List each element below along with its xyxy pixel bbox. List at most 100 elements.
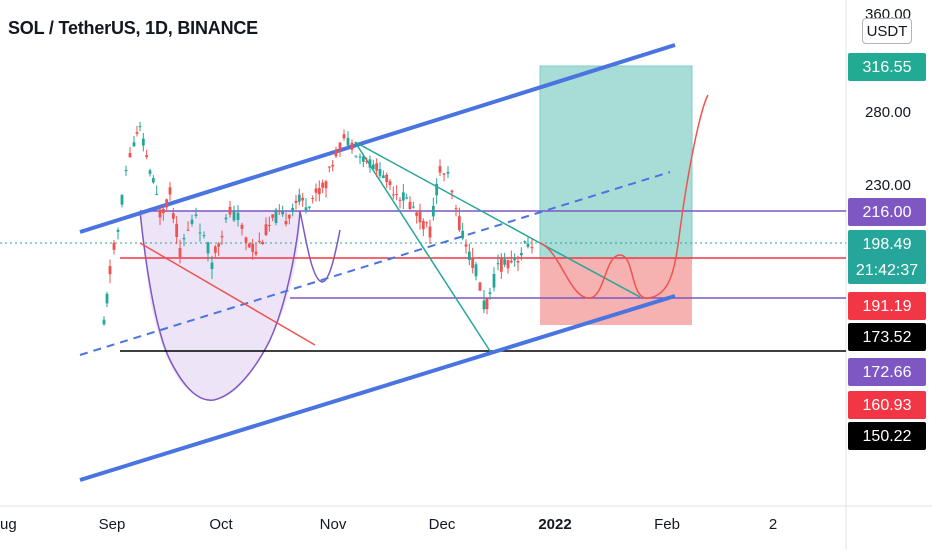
- price-label-box: [848, 292, 926, 320]
- candle-body: [450, 190, 454, 193]
- candle-body: [516, 261, 520, 263]
- candle-body: [155, 194, 159, 196]
- candle-body: [267, 224, 271, 226]
- candle-body: [365, 160, 369, 163]
- candle-body: [503, 259, 507, 265]
- candle-body: [281, 210, 285, 215]
- candle-body: [378, 168, 382, 176]
- price-label-box: [848, 391, 926, 419]
- candle-body: [294, 200, 298, 203]
- candle-body: [454, 208, 458, 210]
- candle-body: [324, 181, 328, 189]
- candle-body: [116, 229, 120, 232]
- candle-body: [415, 212, 419, 216]
- candle-body: [105, 293, 109, 304]
- price-label-box: [848, 198, 926, 226]
- candle-body: [261, 241, 265, 245]
- candle-body: [178, 248, 182, 257]
- price-label-text: 191.19: [863, 298, 912, 315]
- candle-body: [145, 155, 149, 158]
- candle-body: [224, 217, 228, 220]
- time-tick-label: Sep: [99, 516, 126, 533]
- candle-body: [381, 175, 385, 179]
- candle-body: [474, 264, 478, 277]
- price-label-text: 198.49: [863, 236, 912, 253]
- candle-body: [102, 319, 106, 325]
- candle-body: [304, 207, 308, 210]
- time-tick-label: Nov: [320, 516, 347, 533]
- candle-body: [342, 134, 346, 139]
- wedge-upper-extension: [539, 242, 641, 298]
- candle-body: [232, 210, 236, 221]
- candle-body: [141, 138, 145, 146]
- candle-body: [331, 164, 335, 167]
- candle-body: [485, 298, 489, 310]
- candle-body: [217, 243, 221, 247]
- cup-handle-curve: [139, 210, 341, 401]
- candle-body: [132, 142, 136, 147]
- candle-body: [307, 206, 311, 208]
- candle-body: [301, 197, 305, 201]
- profit-zone: [539, 65, 693, 259]
- candle-body: [124, 169, 128, 172]
- candle-body: [284, 220, 288, 225]
- channel-lower-line: [79, 294, 676, 482]
- candle-body: [431, 205, 435, 217]
- candle-body: [240, 224, 244, 229]
- price-label-text: 216.00: [863, 204, 912, 221]
- candle-body: [391, 194, 395, 196]
- candle-body: [467, 251, 471, 261]
- price-label-text: 150.22: [863, 428, 912, 445]
- time-tick-label: 2022: [538, 516, 571, 533]
- price-label-box: [848, 256, 926, 284]
- candle-body: [446, 171, 450, 174]
- currency-button[interactable]: USDT: [862, 18, 912, 44]
- candle-body: [236, 212, 240, 221]
- candle-body: [411, 206, 415, 208]
- candle-body: [496, 263, 500, 265]
- candle-body: [291, 208, 295, 212]
- candle-body: [464, 244, 468, 247]
- candle-body: [138, 126, 142, 128]
- candle-body: [168, 187, 172, 195]
- candle-body: [175, 223, 179, 238]
- candle-body: [418, 211, 422, 223]
- price-label-text: 173.52: [863, 329, 912, 346]
- candle-body: [317, 188, 321, 195]
- price-label-text: 160.93: [863, 397, 912, 414]
- price-label-box: [848, 230, 926, 258]
- candle-body: [488, 292, 492, 294]
- candle-body: [321, 182, 325, 188]
- candle-body: [334, 149, 338, 157]
- channel-upper-line: [79, 43, 676, 234]
- candle-body: [228, 206, 232, 215]
- candle-body: [395, 193, 399, 195]
- candle-body: [271, 214, 275, 218]
- candle-body: [182, 238, 186, 240]
- time-axis: ug Sep Oct Nov Dec 2022 Feb 2: [0, 516, 777, 533]
- candle-body: [457, 216, 461, 231]
- candles: [102, 121, 534, 326]
- candle-body: [198, 232, 202, 234]
- candle-body: [471, 257, 475, 268]
- candle-body: [388, 181, 392, 186]
- candle-body: [257, 240, 261, 242]
- candle-body: [206, 242, 210, 254]
- candle-body: [526, 243, 530, 247]
- candle-body: [371, 164, 375, 170]
- candle-body: [513, 258, 517, 261]
- candle-body: [264, 224, 268, 235]
- time-tick-label: 2: [769, 516, 777, 533]
- wedge-lower-line: [354, 141, 491, 352]
- wedge-upper-line: [354, 141, 541, 244]
- projection-path: [539, 94, 709, 299]
- candle-body: [519, 252, 523, 256]
- candle-body: [506, 260, 510, 269]
- candle-body: [186, 229, 190, 231]
- candle-body: [425, 222, 429, 224]
- candle-body: [368, 159, 372, 168]
- descending-trendline: [139, 242, 316, 346]
- candle-body: [165, 199, 169, 208]
